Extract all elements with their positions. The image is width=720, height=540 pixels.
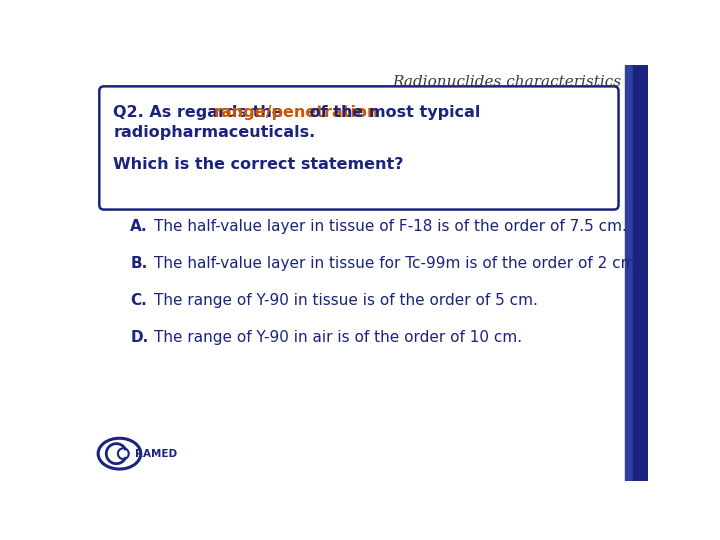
Text: The range of Y-90 in air is of the order of 10 cm.: The range of Y-90 in air is of the order… [153,330,522,345]
Text: Radionuclides characteristics: Radionuclides characteristics [392,75,621,89]
Text: C.: C. [130,293,147,308]
Text: of the most typical: of the most typical [305,105,481,120]
Text: The half-value layer in tissue for Tc-99m is of the order of 2 cm.: The half-value layer in tissue for Tc-99… [153,256,640,271]
Bar [632,65,648,481]
Text: radiopharmaceuticals.: radiopharmaceuticals. [113,125,315,140]
Text: The range of Y-90 in tissue is of the order of 5 cm.: The range of Y-90 in tissue is of the or… [153,293,537,308]
FancyBboxPatch shape [99,86,618,210]
Text: RAMED: RAMED [135,449,177,460]
Text: Which is the correct statement?: Which is the correct statement? [113,157,404,172]
Text: A.: A. [130,219,148,234]
Text: range/penetration: range/penetration [214,105,379,120]
Text: B.: B. [130,256,148,271]
Text: Q2. As regards the: Q2. As regards the [113,105,289,120]
Text: The half-value layer in tissue of F-18 is of the order of 7.5 cm.: The half-value layer in tissue of F-18 i… [153,219,626,234]
Text: D.: D. [130,330,148,345]
Bar [625,65,634,481]
